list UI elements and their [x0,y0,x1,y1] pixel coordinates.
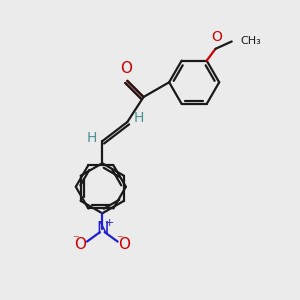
Text: H: H [87,131,97,145]
Text: O: O [118,237,130,252]
Text: ⁻: ⁻ [116,233,122,246]
Text: O: O [120,61,132,76]
Text: O: O [74,237,86,252]
Text: O: O [211,30,222,44]
Text: +: + [105,218,114,228]
Text: ⁻: ⁻ [72,233,79,246]
Text: N: N [97,220,109,238]
Text: CH₃: CH₃ [241,36,261,46]
Text: H: H [133,111,144,124]
